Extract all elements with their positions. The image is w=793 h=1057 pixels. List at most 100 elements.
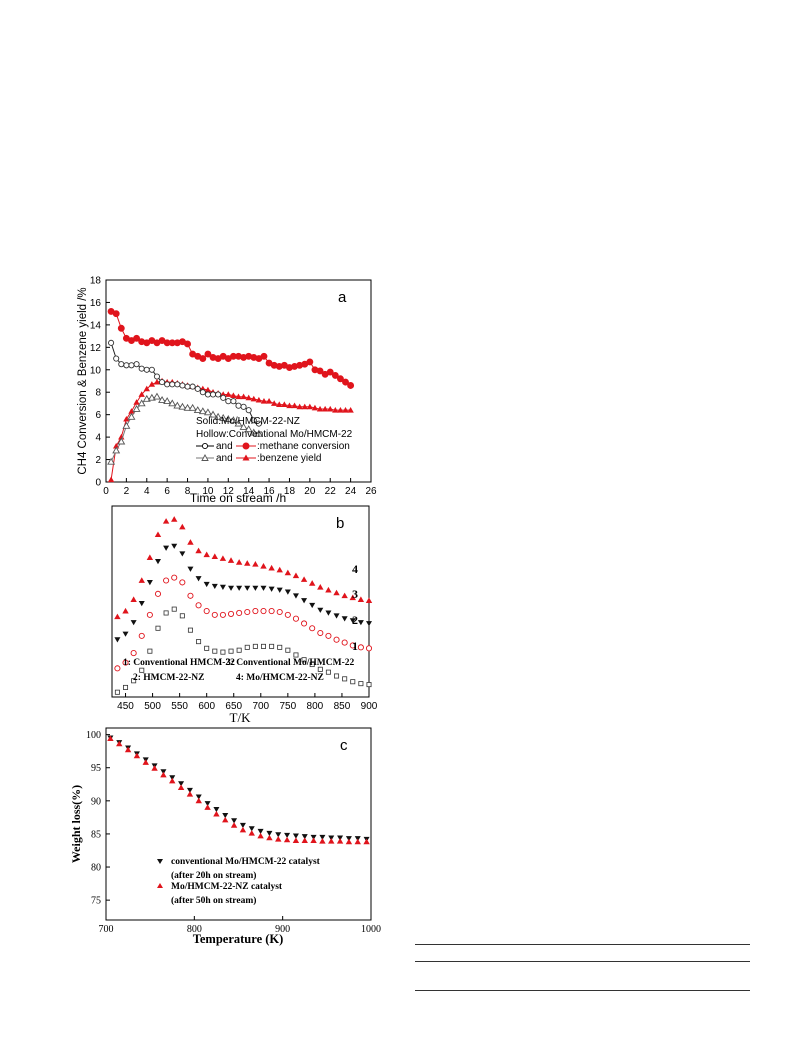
- data-point-a-2: [148, 366, 155, 373]
- data-point-a-2: [199, 389, 206, 396]
- data-point-c-1: [310, 837, 317, 843]
- data-point-b-1: [114, 665, 121, 672]
- x-tick-label: 700: [99, 924, 114, 935]
- chart-panel-c: 700 800 900 1000 75 80 85 90 95 100 Temperature (…: [69, 727, 381, 946]
- x-tick-label: 600: [198, 701, 215, 712]
- y-tick-label: 10: [90, 365, 102, 376]
- plot-frame-a: [105, 279, 372, 483]
- data-point-b-0: [285, 647, 291, 653]
- x-tick-label: 8: [185, 486, 191, 497]
- data-point-c-0: [178, 781, 185, 787]
- data-point-c-1: [222, 816, 229, 823]
- data-point-c-1: [195, 797, 202, 804]
- data-point-b-2: [195, 576, 202, 582]
- legend-marker-red-triangle-up: [157, 883, 163, 888]
- data-point-b-3: [146, 554, 154, 560]
- data-point-a-3: [219, 413, 228, 421]
- data-point-b-3: [300, 576, 308, 582]
- data-point-b-0: [204, 645, 210, 651]
- x-tick-label: 750: [279, 701, 296, 712]
- data-point-b-2: [171, 543, 178, 549]
- x-tick-label: 24: [345, 486, 357, 497]
- y-tick-label: 80: [91, 863, 101, 874]
- data-point-b-3: [154, 531, 162, 538]
- data-point-a-1: [332, 406, 339, 413]
- data-point-a-3: [209, 410, 217, 418]
- data-point-a-2: [209, 391, 217, 398]
- data-point-b-3: [162, 518, 170, 524]
- data-point-a-1: [143, 385, 150, 392]
- data-point-b-0: [212, 648, 218, 654]
- y-tick-label: 85: [91, 829, 101, 840]
- data-point-a-1: [107, 476, 115, 483]
- x-tick-label: 900: [275, 924, 290, 935]
- data-point-b-0: [293, 652, 299, 658]
- data-point-a-2: [153, 373, 161, 380]
- data-point-b-0: [325, 669, 331, 675]
- data-point-b-2: [268, 586, 275, 592]
- data-point-b-1: [203, 608, 210, 615]
- data-point-c-0: [266, 830, 273, 837]
- data-point-a-2: [255, 420, 262, 427]
- data-point-b-0: [123, 684, 129, 690]
- data-point-b-3: [219, 555, 227, 561]
- data-point-a-2: [194, 385, 201, 392]
- data-point-b-2: [292, 593, 299, 599]
- data-point-b-0: [171, 606, 177, 612]
- data-point-b-3: [195, 547, 202, 554]
- legend-c: conventional Mo/HMCM-22 catalyst (after …: [157, 857, 321, 906]
- data-point-a-2: [138, 365, 145, 372]
- data-point-b-3: [268, 564, 275, 571]
- data-point-a-2: [118, 361, 125, 368]
- data-point-b-1: [227, 610, 235, 617]
- data-point-c-1: [239, 826, 247, 833]
- data-point-a-1: [337, 406, 344, 413]
- data-point-a-1: [296, 403, 303, 410]
- data-point-b-1: [357, 644, 364, 651]
- data-point-b-0: [236, 647, 242, 653]
- data-point-b-2: [349, 618, 356, 624]
- data-point-a-3: [127, 412, 136, 420]
- data-point-a-2: [189, 383, 196, 390]
- y-tick-label: 90: [91, 796, 101, 807]
- data-point-b-3: [276, 566, 283, 573]
- data-point-a-3: [193, 406, 202, 414]
- legend-entry-methane: and :methane conversion: [196, 441, 350, 452]
- data-point-b-2: [366, 621, 372, 627]
- data-point-a-3: [163, 397, 172, 405]
- data-point-c-1: [354, 838, 361, 845]
- data-point-c-0: [186, 787, 193, 794]
- data-point-b-3: [122, 607, 129, 614]
- data-point-c-1: [230, 822, 238, 828]
- data-point-a-1: [291, 402, 298, 409]
- data-point-b-0: [366, 682, 372, 688]
- data-point-a-0: [133, 334, 141, 342]
- data-point-a-2: [235, 402, 242, 409]
- data-point-b-2: [276, 587, 283, 593]
- legend-marker-black-triangle-down: [157, 859, 163, 864]
- data-point-a-2: [113, 355, 120, 362]
- data-point-c-1: [319, 838, 326, 844]
- data-point-a-2: [133, 361, 140, 368]
- data-point-a-0: [199, 355, 207, 363]
- y-tick-label: 0: [95, 478, 101, 489]
- data-point-a-1: [204, 386, 212, 393]
- data-point-b-3: [244, 560, 251, 566]
- data-point-b-0: [309, 662, 315, 668]
- data-point-b-1: [260, 608, 267, 615]
- data-point-a-3: [183, 403, 192, 411]
- x-tick-label: 550: [171, 701, 188, 712]
- data-point-b-3: [130, 596, 137, 602]
- data-point-b-1: [171, 574, 178, 581]
- panel-annotation-c: c: [340, 737, 348, 754]
- data-point-a-3: [254, 429, 263, 437]
- data-point-c-1: [266, 834, 273, 841]
- curve-label-1: 1: [352, 639, 358, 653]
- data-point-c-1: [283, 836, 291, 843]
- data-point-a-3: [239, 422, 248, 430]
- data-point-a-2: [174, 381, 181, 388]
- data-point-a-3: [112, 446, 121, 454]
- legend-b: 1: Conventional HMCM-22 2: HMCM-22-NZ 3:…: [123, 658, 354, 683]
- data-point-b-2: [122, 631, 129, 637]
- data-point-b-0: [187, 627, 193, 633]
